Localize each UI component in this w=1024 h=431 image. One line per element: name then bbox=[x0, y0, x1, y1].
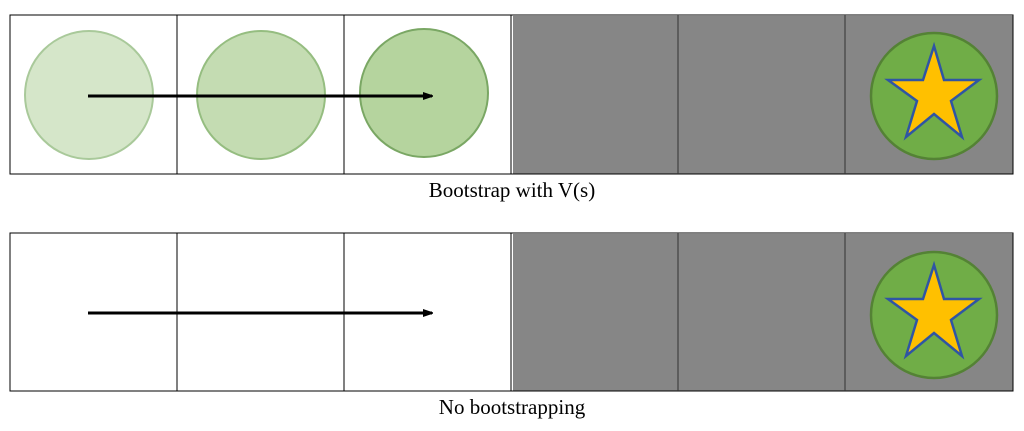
goal-marker bbox=[869, 31, 999, 161]
star-icon bbox=[884, 260, 983, 360]
star-icon bbox=[884, 41, 983, 141]
caption-bootstrap: Bootstrap with V(s) bbox=[429, 178, 595, 202]
caption-no-bootstrap: No bootstrapping bbox=[439, 395, 586, 419]
panel-no-bootstrap: No bootstrapping bbox=[9, 232, 1014, 419]
goal-marker bbox=[869, 250, 999, 380]
panel-bootstrap: Bootstrap with V(s) bbox=[9, 14, 1014, 202]
state-circle-3 bbox=[359, 28, 489, 158]
